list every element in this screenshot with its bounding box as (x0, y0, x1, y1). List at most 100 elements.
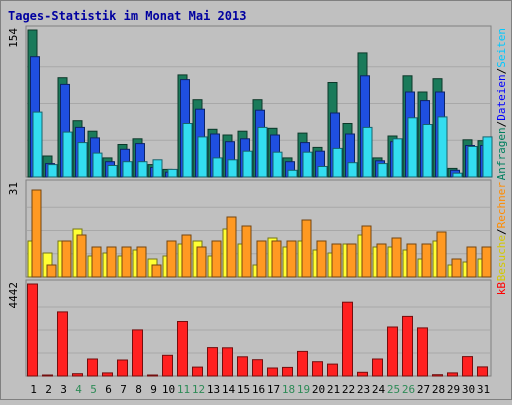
legend-item: / (495, 228, 508, 235)
bar-rechner-day-7 (121, 246, 132, 278)
bar-seiten-day-23 (362, 126, 373, 178)
bar-rechner-day-12 (196, 246, 207, 278)
bar-rechner-day-8 (136, 246, 147, 278)
bar-kb-day-18 (282, 366, 293, 377)
panel-top-max-label: 154 (7, 28, 20, 48)
bar-kb-day-21 (327, 363, 338, 377)
bar-kb-day-6 (102, 372, 113, 377)
bar-seiten-day-30 (467, 146, 478, 178)
legend-item: / (495, 121, 508, 128)
bar-kb-day-24 (372, 358, 383, 377)
bar-rechner-day-21 (331, 243, 342, 278)
x-tick-day-6: 6 (105, 383, 112, 396)
x-tick-day-19: 19 (297, 383, 310, 396)
bar-seiten-day-22 (347, 162, 358, 178)
bar-seiten-day-6 (107, 165, 118, 178)
chart-panels: 154Anfragen/Dateien/Seiten31Besuche/Rech… (7, 25, 508, 377)
x-tick-day-23: 23 (357, 383, 370, 396)
bar-kb-day-19 (297, 350, 308, 377)
x-tick-day-20: 20 (312, 383, 325, 396)
bar-seiten-day-21 (332, 147, 343, 178)
legend-item: Besuche (495, 235, 508, 281)
bar-kb-day-4 (72, 373, 83, 377)
bar-kb-day-16 (252, 359, 263, 377)
bar-kb-day-2 (42, 374, 53, 377)
bar-rechner-day-25 (391, 237, 402, 278)
x-tick-day-14: 14 (222, 383, 236, 396)
bar-rechner-day-29 (451, 258, 462, 278)
bar-kb-day-7 (117, 359, 128, 377)
bar-rechner-day-20 (316, 240, 327, 278)
bar-rechner-day-24 (376, 243, 387, 278)
panel-middle-max-label: 31 (7, 182, 20, 195)
bar-seiten-day-16 (257, 126, 268, 178)
x-tick-day-21: 21 (327, 383, 340, 396)
x-tick-day-15: 15 (237, 383, 250, 396)
bar-kb-day-28 (432, 374, 443, 377)
bar-rechner-day-2 (46, 264, 57, 278)
chart-title: Tages-Statistik im Monat Mai 2013 (8, 9, 246, 23)
bar-kb-day-5 (87, 358, 98, 377)
bar-rechner-day-1 (31, 189, 42, 278)
x-tick-day-18: 18 (282, 383, 295, 396)
legend-item: Dateien (495, 74, 508, 120)
x-tick-day-30: 30 (462, 383, 475, 396)
panel-bottom: 4442 kB (7, 279, 508, 377)
x-tick-day-31: 31 (477, 383, 490, 396)
panel-top-legend: Anfragen/Dateien/Seiten (495, 28, 508, 180)
bar-rechner-day-17 (271, 240, 282, 278)
bar-kb-day-29 (447, 372, 458, 377)
x-tick-day-24: 24 (372, 383, 386, 396)
bar-rechner-day-5 (91, 246, 102, 278)
bar-rechner-day-13 (211, 240, 222, 278)
bar-kb-day-27 (417, 327, 428, 377)
bar-seiten-day-12 (197, 136, 208, 178)
bar-rechner-day-27 (421, 243, 432, 278)
bar-kb-day-20 (312, 361, 323, 377)
bar-rechner-day-19 (301, 219, 312, 278)
bar-seiten-day-9 (152, 159, 163, 178)
legend-item: Rechner (495, 182, 508, 229)
x-axis-day-labels: 1 2 3 4 5 6 7 8 9 10 11 12 13 14 15 16 17 18 19 20 21 22 23 24 2… (30, 383, 490, 396)
bar-seiten-day-27 (422, 124, 433, 178)
bar-kb-day-8 (132, 329, 143, 377)
bar-rechner-day-16 (256, 240, 267, 278)
bar-rechner-day-3 (61, 240, 72, 278)
x-tick-day-3: 3 (60, 383, 67, 396)
x-tick-day-9: 9 (150, 383, 157, 396)
x-tick-day-29: 29 (447, 383, 460, 396)
bar-seiten-day-29 (452, 172, 463, 178)
bar-kb-day-31 (477, 366, 488, 377)
bar-rechner-day-28 (436, 231, 447, 278)
bar-rechner-day-6 (106, 246, 117, 278)
bar-rechner-day-26 (406, 243, 417, 278)
x-tick-day-11: 11 (177, 383, 190, 396)
bar-kb-day-22 (342, 301, 353, 377)
bar-kb-day-25 (387, 326, 398, 377)
bar-seiten-day-4 (77, 142, 88, 178)
bar-rechner-day-9 (151, 264, 162, 278)
bar-rechner-day-11 (181, 234, 192, 278)
bar-rechner-day-22 (346, 243, 357, 278)
bar-seiten-day-24 (377, 163, 388, 178)
bar-seiten-day-17 (272, 151, 283, 178)
bar-seiten-day-25 (392, 138, 403, 178)
bar-rechner-day-30 (466, 246, 477, 278)
legend-item: kB (495, 282, 508, 296)
bar-kb-day-12 (192, 366, 203, 377)
x-tick-day-12: 12 (192, 383, 205, 396)
bar-seiten-day-1 (32, 111, 43, 178)
panel-top: 154 Anfragen/Dateien/Seiten (7, 25, 508, 180)
bar-rechner-day-15 (241, 225, 252, 278)
bar-seiten-day-28 (437, 116, 448, 178)
legend-item: Anfragen (495, 127, 508, 180)
bar-seiten-day-10 (167, 168, 178, 178)
bar-rechner-day-4 (76, 234, 87, 278)
x-tick-day-1: 1 (30, 383, 37, 396)
bar-seiten-day-15 (242, 150, 253, 178)
x-tick-day-27: 27 (417, 383, 430, 396)
bar-kb-day-13 (207, 347, 218, 377)
x-tick-day-13: 13 (207, 383, 220, 396)
bar-seiten-day-18 (287, 169, 298, 178)
